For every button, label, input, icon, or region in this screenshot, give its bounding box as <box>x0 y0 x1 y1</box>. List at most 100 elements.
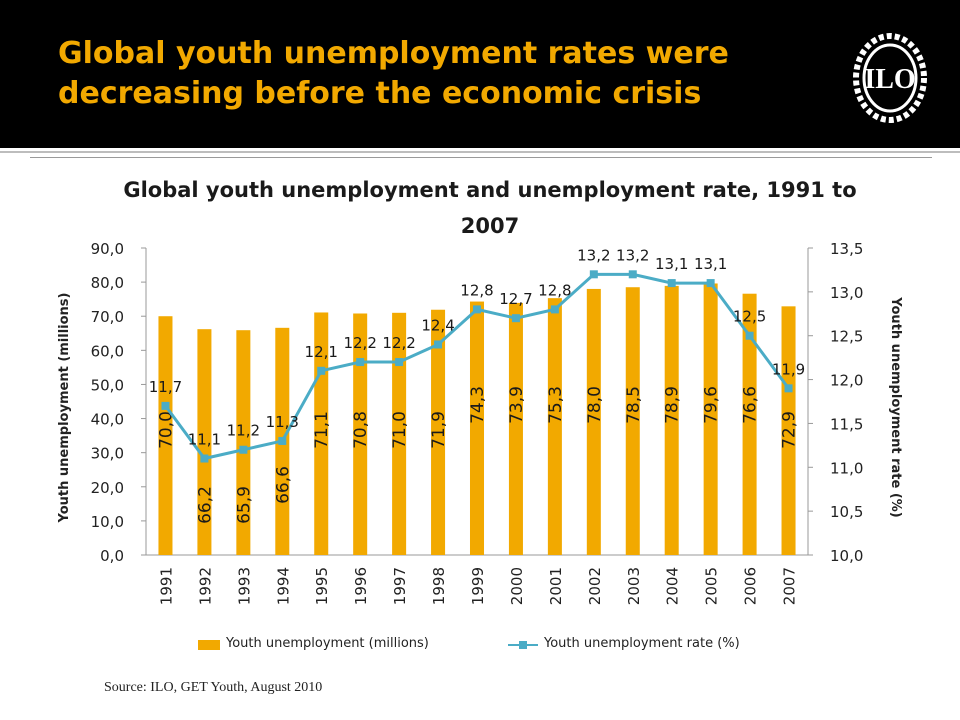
x-tick-label: 1994 <box>274 567 292 605</box>
legend-label-line: Youth unemployment rate (%) <box>544 636 740 651</box>
rate-marker <box>317 366 326 375</box>
rate-data-label: 12,8 <box>460 281 493 299</box>
bar <box>742 293 757 555</box>
rate-data-label: 13,2 <box>616 246 649 264</box>
svg-text:ILO: ILO <box>864 64 915 95</box>
x-tick-label: 1997 <box>391 567 409 605</box>
rate-data-label: 12,7 <box>499 290 532 308</box>
bar <box>431 309 446 555</box>
bar-data-label: 66,2 <box>195 486 215 524</box>
x-tick-label: 2002 <box>586 567 604 605</box>
rate-data-label: 13,1 <box>655 255 688 273</box>
y-axis-title: Youth unemployment (millions) <box>57 293 72 524</box>
source-note: Source: ILO, GET Youth, August 2010 <box>104 680 323 695</box>
y-tick-label: 80,0 <box>91 274 124 292</box>
rate-data-label: 13,2 <box>577 246 610 264</box>
y-tick-label: 70,0 <box>91 308 124 326</box>
y2-tick-label: 12,0 <box>830 372 863 390</box>
y-tick-label: 10,0 <box>91 513 124 531</box>
y2-tick-label: 10,0 <box>830 547 863 565</box>
rate-marker <box>161 401 170 410</box>
rate-data-label: 12,2 <box>382 334 415 352</box>
bar-data-label: 71,1 <box>312 411 332 449</box>
y2-tick-label: 13,0 <box>830 284 863 302</box>
y2-axis-title: Youth unemployment rate (%) <box>888 296 903 517</box>
rate-data-label: 12,1 <box>305 343 338 361</box>
rate-data-label: 12,2 <box>343 334 376 352</box>
rate-data-label: 11,2 <box>227 422 260 440</box>
x-tick-label: 2000 <box>508 567 526 605</box>
y-tick-label: 50,0 <box>91 376 124 394</box>
rate-marker <box>200 454 209 463</box>
rate-marker <box>589 270 598 279</box>
rate-marker <box>550 305 559 314</box>
bar-data-label: 66,6 <box>273 466 293 504</box>
x-tick-label: 2005 <box>703 567 721 605</box>
bar-data-label: 78,9 <box>663 386 683 424</box>
header-rule-thin <box>30 157 932 158</box>
bar <box>158 316 173 555</box>
rate-data-label: 12,8 <box>538 281 571 299</box>
bar <box>586 288 601 555</box>
bar <box>469 301 485 555</box>
slide-header: Global youth unemployment rates were dec… <box>0 0 960 148</box>
x-tick-label: 1992 <box>196 567 214 605</box>
y2-tick-label: 12,5 <box>830 328 863 346</box>
bar-data-label: 76,6 <box>741 386 761 424</box>
bar <box>353 313 368 555</box>
rate-marker <box>667 279 676 288</box>
bar-data-label: 75,3 <box>546 386 566 424</box>
bar <box>547 298 562 555</box>
bar-data-label: 74,3 <box>468 386 488 424</box>
rate-marker <box>239 445 248 454</box>
rate-marker <box>745 331 754 340</box>
bar <box>197 329 212 555</box>
rate-data-label: 11,7 <box>149 378 182 396</box>
rate-data-label: 12,4 <box>421 316 454 334</box>
rate-marker <box>628 270 637 279</box>
bar-data-label: 71,9 <box>429 411 449 449</box>
bar <box>236 330 251 555</box>
bar-data-label: 79,6 <box>702 386 722 424</box>
rate-data-label: 13,1 <box>694 255 727 273</box>
rate-marker <box>278 436 287 445</box>
bar-data-label: 71,0 <box>390 411 410 449</box>
x-tick-label: 2006 <box>742 567 760 605</box>
x-tick-label: 1993 <box>235 567 253 605</box>
legend-swatch-bar <box>198 640 220 650</box>
y-tick-label: 60,0 <box>91 342 124 360</box>
y-tick-label: 20,0 <box>91 479 124 497</box>
rate-marker <box>356 358 365 367</box>
bar-data-label: 78,0 <box>585 386 605 424</box>
bar <box>508 302 523 555</box>
rate-marker <box>434 340 443 349</box>
y-tick-label: 90,0 <box>91 240 124 258</box>
x-tick-label: 2007 <box>781 567 799 605</box>
legend-label-bars: Youth unemployment (millions) <box>226 636 429 651</box>
y2-tick-label: 11,0 <box>830 459 863 477</box>
rate-data-label: 11,9 <box>772 360 805 378</box>
rate-data-label: 11,3 <box>266 413 299 431</box>
y-tick-label: 40,0 <box>91 411 124 429</box>
rate-marker <box>706 279 715 288</box>
bar-data-label: 65,9 <box>234 486 254 524</box>
x-tick-label: 2001 <box>547 567 565 605</box>
x-tick-label: 1996 <box>352 567 370 605</box>
bar-data-label: 78,5 <box>624 386 644 424</box>
bar-data-label: 72,9 <box>780 411 800 449</box>
rate-marker <box>395 358 404 367</box>
bar <box>625 287 640 555</box>
x-tick-label: 1999 <box>469 567 487 605</box>
y-tick-label: 0,0 <box>100 547 124 565</box>
header-rule <box>0 151 960 153</box>
x-tick-label: 1995 <box>313 567 331 605</box>
x-tick-label: 2004 <box>664 567 682 605</box>
x-tick-label: 1998 <box>430 567 448 605</box>
bar-data-label: 70,8 <box>351 411 371 449</box>
bar <box>392 312 407 555</box>
x-tick-label: 1991 <box>157 567 175 605</box>
y2-tick-label: 10,5 <box>830 503 863 521</box>
slide-title: Global youth unemployment rates were dec… <box>58 36 729 111</box>
ilo-logo: ILO <box>853 33 927 123</box>
